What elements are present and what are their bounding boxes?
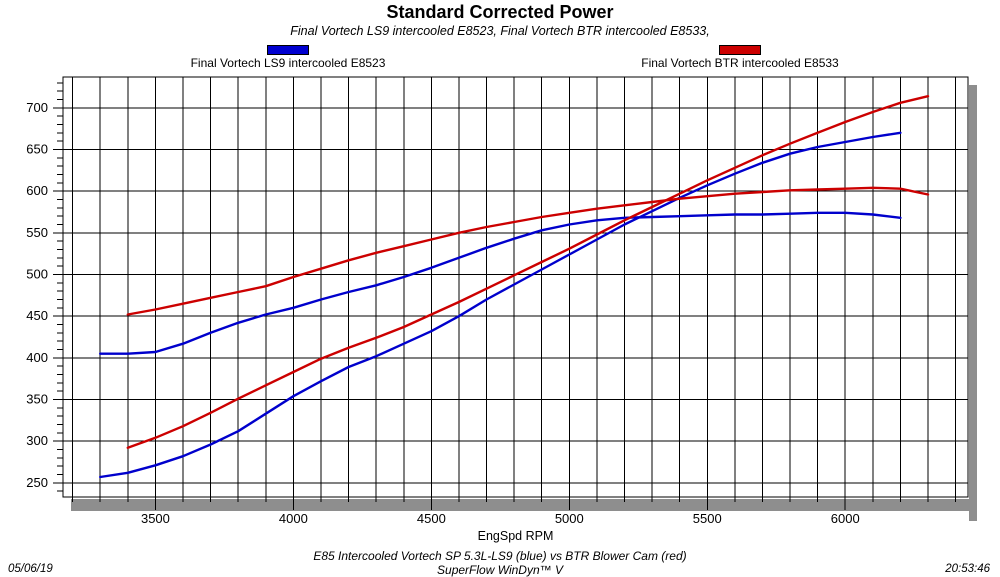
- y-tick-label: 450: [26, 308, 48, 323]
- series-curve-0: [98, 131, 902, 479]
- y-tick-label: 600: [26, 183, 48, 198]
- legend-label-btr: Final Vortech BTR intercooled E8533: [641, 56, 839, 70]
- y-tick-label: 500: [26, 267, 48, 282]
- legend-item-ls9: Final Vortech LS9 intercooled E8523: [178, 45, 398, 70]
- x-tick-label: 4500: [417, 511, 446, 526]
- y-tick-label: 350: [26, 392, 48, 407]
- series-curve-1: [98, 211, 902, 355]
- x-tick-label: 5500: [693, 511, 722, 526]
- series-curve-2: [126, 94, 930, 449]
- y-tick-label: 250: [26, 475, 48, 490]
- legend-item-btr: Final Vortech BTR intercooled E8533: [630, 45, 850, 70]
- x-axis-title: EngSpd RPM: [477, 529, 554, 543]
- chart-subtitle: Final Vortech LS9 intercooled E8523, Fin…: [290, 24, 710, 38]
- plot-frame: [62, 76, 969, 498]
- y-tick-label: 700: [26, 100, 48, 115]
- footer-note-line1: E85 Intercooled Vortech SP 5.3L-LS9 (blu…: [313, 549, 687, 563]
- legend-swatch-red: [719, 45, 761, 55]
- footer-note-line2: SuperFlow WinDyn™ V: [437, 563, 563, 577]
- series-curve-3: [126, 186, 930, 316]
- x-tick-label: 4000: [279, 511, 308, 526]
- y-tick-label: 550: [26, 225, 48, 240]
- x-tick-label: 5000: [555, 511, 584, 526]
- x-tick-label: 3500: [141, 511, 170, 526]
- footer-time: 20:53:46: [945, 563, 990, 575]
- y-tick-label: 300: [26, 433, 48, 448]
- footer-date: 05/06/19: [8, 563, 53, 575]
- legend-label-ls9: Final Vortech LS9 intercooled E8523: [190, 56, 386, 70]
- y-tick-label: 650: [26, 142, 48, 157]
- frame-shadow-bottom: [71, 499, 977, 511]
- y-tick-label: 400: [26, 350, 48, 365]
- frame-shadow-right: [969, 85, 977, 521]
- x-tick-label: 6000: [831, 511, 860, 526]
- legend-swatch-blue: [267, 45, 309, 55]
- chart-title: Standard Corrected Power: [386, 2, 614, 22]
